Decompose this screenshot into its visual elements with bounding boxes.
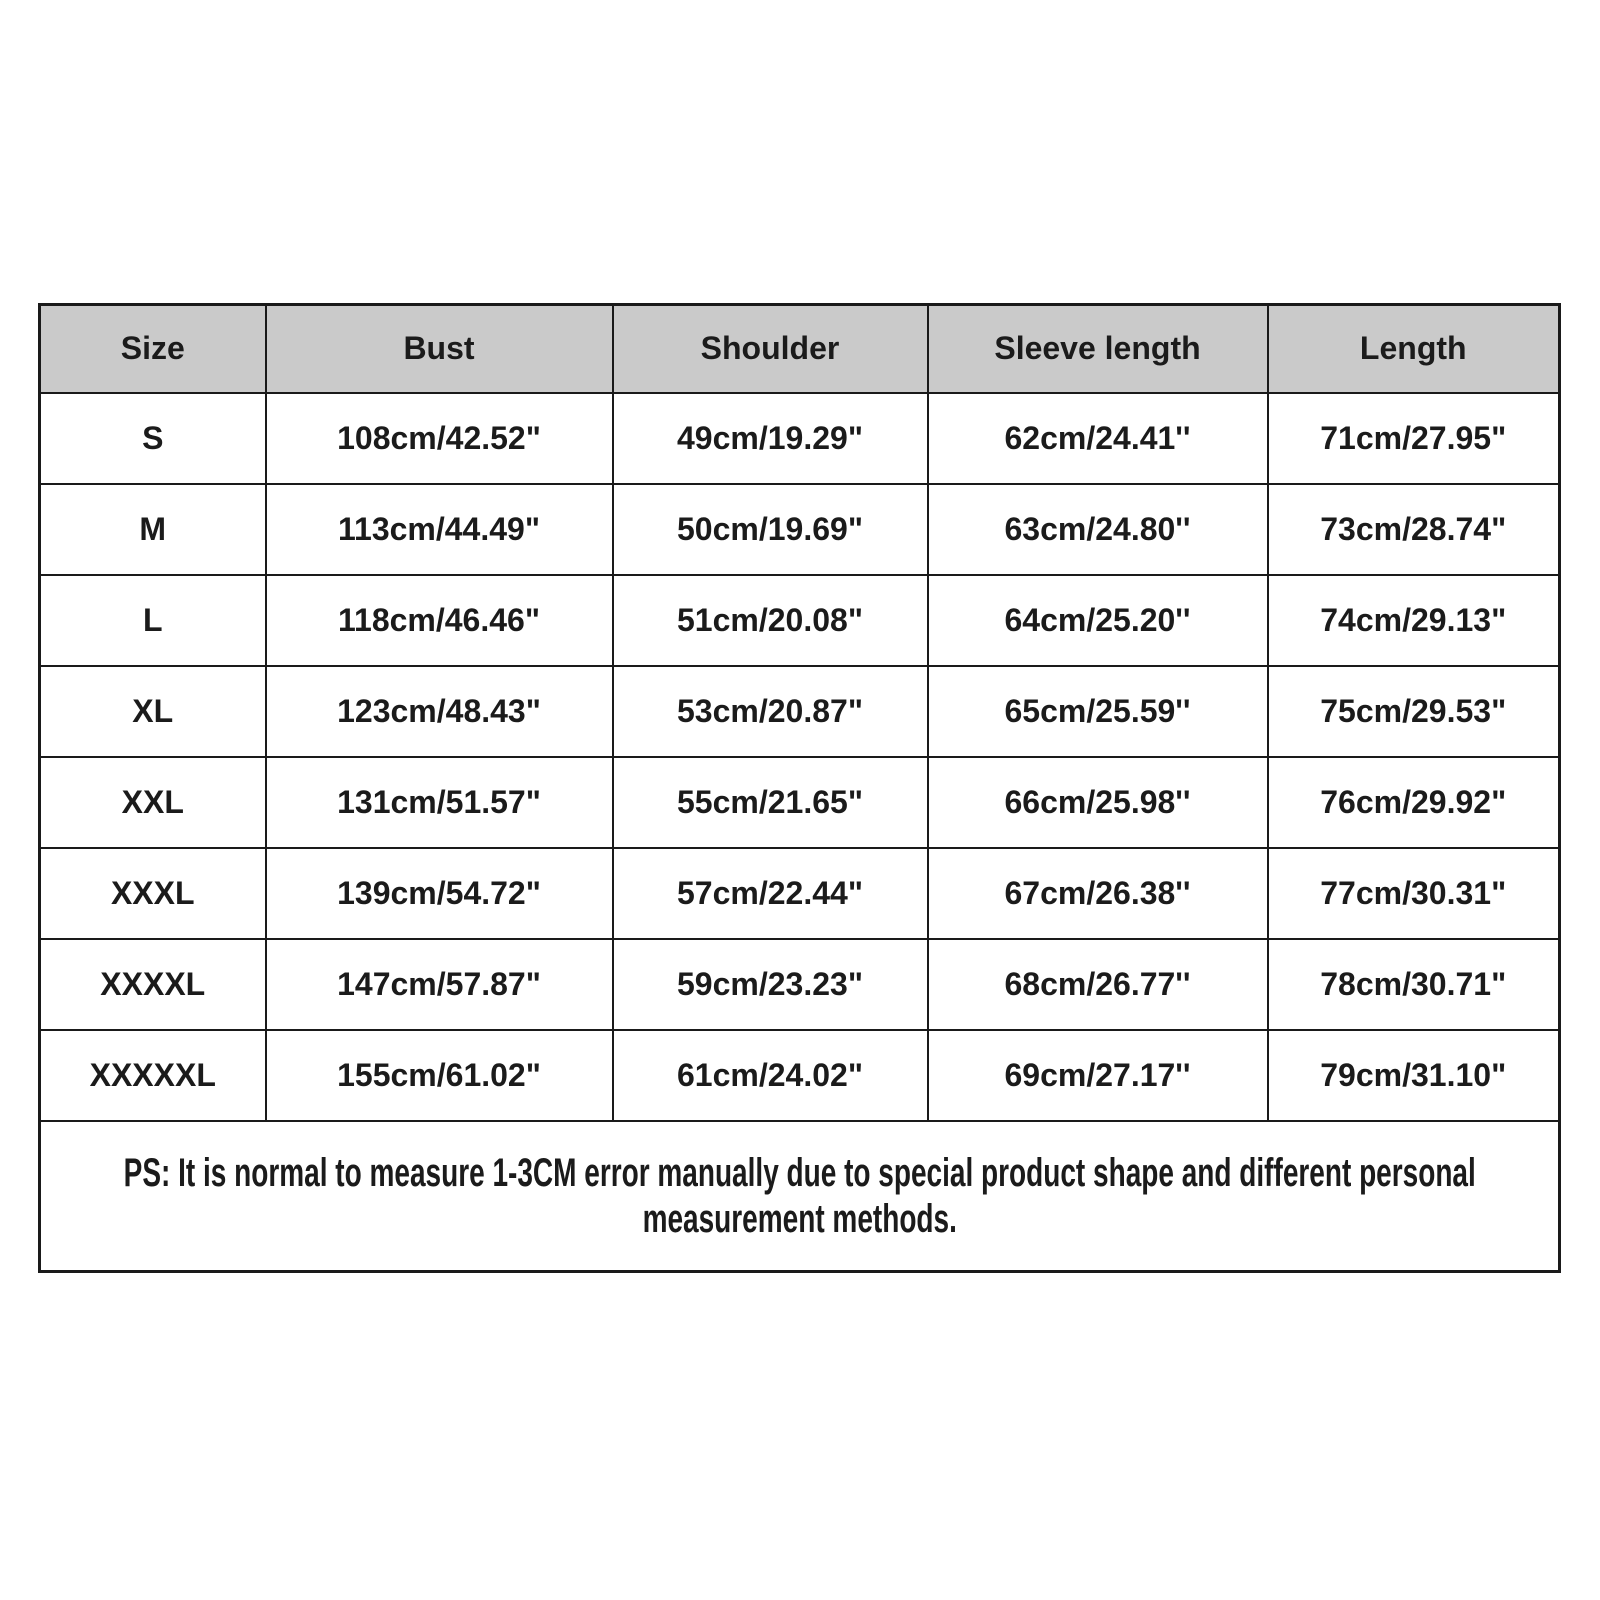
bust-cell: 113cm/44.49" xyxy=(264,482,614,576)
size-cell: M xyxy=(38,482,267,576)
shoulder-cell: 51cm/20.08" xyxy=(611,573,929,667)
note-row: PS: It is normal to measure 1-3CM error … xyxy=(38,1119,1561,1273)
shoulder-cell: 59cm/23.23" xyxy=(611,937,929,1031)
bust-cell: 139cm/54.72" xyxy=(264,846,614,940)
sleeve-length-cell: 67cm/26.38'' xyxy=(926,846,1269,940)
column-header-shoulder: Shoulder xyxy=(611,303,929,394)
size-cell: XL xyxy=(38,664,267,758)
table-row-s: S 108cm/42.52" 49cm/19.29" 62cm/24.41'' … xyxy=(38,391,1561,485)
size-cell: XXXXXL xyxy=(38,1028,267,1122)
shoulder-cell: 49cm/19.29" xyxy=(611,391,929,485)
note-cell: PS: It is normal to measure 1-3CM error … xyxy=(38,1119,1561,1273)
shoulder-cell: 61cm/24.02" xyxy=(611,1028,929,1122)
length-cell: 77cm/30.31" xyxy=(1266,846,1561,940)
shoulder-cell: 50cm/19.69" xyxy=(611,482,929,576)
bust-cell: 118cm/46.46" xyxy=(264,573,614,667)
length-cell: 73cm/28.74" xyxy=(1266,482,1561,576)
table-row-m: M 113cm/44.49" 50cm/19.69" 63cm/24.80'' … xyxy=(38,482,1561,576)
sleeve-length-cell: 62cm/24.41'' xyxy=(926,391,1269,485)
sleeve-length-cell: 69cm/27.17'' xyxy=(926,1028,1269,1122)
size-cell: XXXL xyxy=(38,846,267,940)
sleeve-length-cell: 68cm/26.77'' xyxy=(926,937,1269,1031)
size-cell: L xyxy=(38,573,267,667)
size-cell: XXL xyxy=(38,755,267,849)
bust-cell: 123cm/48.43" xyxy=(264,664,614,758)
shoulder-cell: 57cm/22.44" xyxy=(611,846,929,940)
sleeve-length-cell: 65cm/25.59'' xyxy=(926,664,1269,758)
column-header-length: Length xyxy=(1266,303,1561,394)
bust-cell: 147cm/57.87" xyxy=(264,937,614,1031)
size-cell: XXXXL xyxy=(38,937,267,1031)
size-cell: S xyxy=(38,391,267,485)
size-chart-table: Size Bust Shoulder Sleeve length Length … xyxy=(38,303,1561,1273)
table-row-xxxxl: XXXXL 147cm/57.87" 59cm/23.23" 68cm/26.7… xyxy=(38,937,1561,1031)
header-row: Size Bust Shoulder Sleeve length Length xyxy=(38,303,1561,394)
length-cell: 79cm/31.10" xyxy=(1266,1028,1561,1122)
length-cell: 76cm/29.92" xyxy=(1266,755,1561,849)
shoulder-cell: 53cm/20.87" xyxy=(611,664,929,758)
shoulder-cell: 55cm/21.65" xyxy=(611,755,929,849)
length-cell: 75cm/29.53" xyxy=(1266,664,1561,758)
sleeve-length-cell: 63cm/24.80'' xyxy=(926,482,1269,576)
table-row-xl: XL 123cm/48.43" 53cm/20.87" 65cm/25.59''… xyxy=(38,664,1561,758)
table-row-xxxxxl: XXXXXL 155cm/61.02" 61cm/24.02" 69cm/27.… xyxy=(38,1028,1561,1122)
length-cell: 78cm/30.71" xyxy=(1266,937,1561,1031)
sleeve-length-cell: 66cm/25.98'' xyxy=(926,755,1269,849)
bust-cell: 131cm/51.57" xyxy=(264,755,614,849)
sleeve-length-cell: 64cm/25.20'' xyxy=(926,573,1269,667)
table-row-l: L 118cm/46.46" 51cm/20.08" 64cm/25.20'' … xyxy=(38,573,1561,667)
column-header-bust: Bust xyxy=(264,303,614,394)
table-row-xxxl: XXXL 139cm/54.72" 57cm/22.44" 67cm/26.38… xyxy=(38,846,1561,940)
table-row-xxl: XXL 131cm/51.57" 55cm/21.65" 66cm/25.98'… xyxy=(38,755,1561,849)
bust-cell: 108cm/42.52" xyxy=(264,391,614,485)
column-header-sleeve-length: Sleeve length xyxy=(926,303,1269,394)
length-cell: 74cm/29.13" xyxy=(1266,573,1561,667)
length-cell: 71cm/27.95" xyxy=(1266,391,1561,485)
measurement-note: PS: It is normal to measure 1-3CM error … xyxy=(123,1150,1476,1241)
bust-cell: 155cm/61.02" xyxy=(264,1028,614,1122)
column-header-size: Size xyxy=(38,303,267,394)
